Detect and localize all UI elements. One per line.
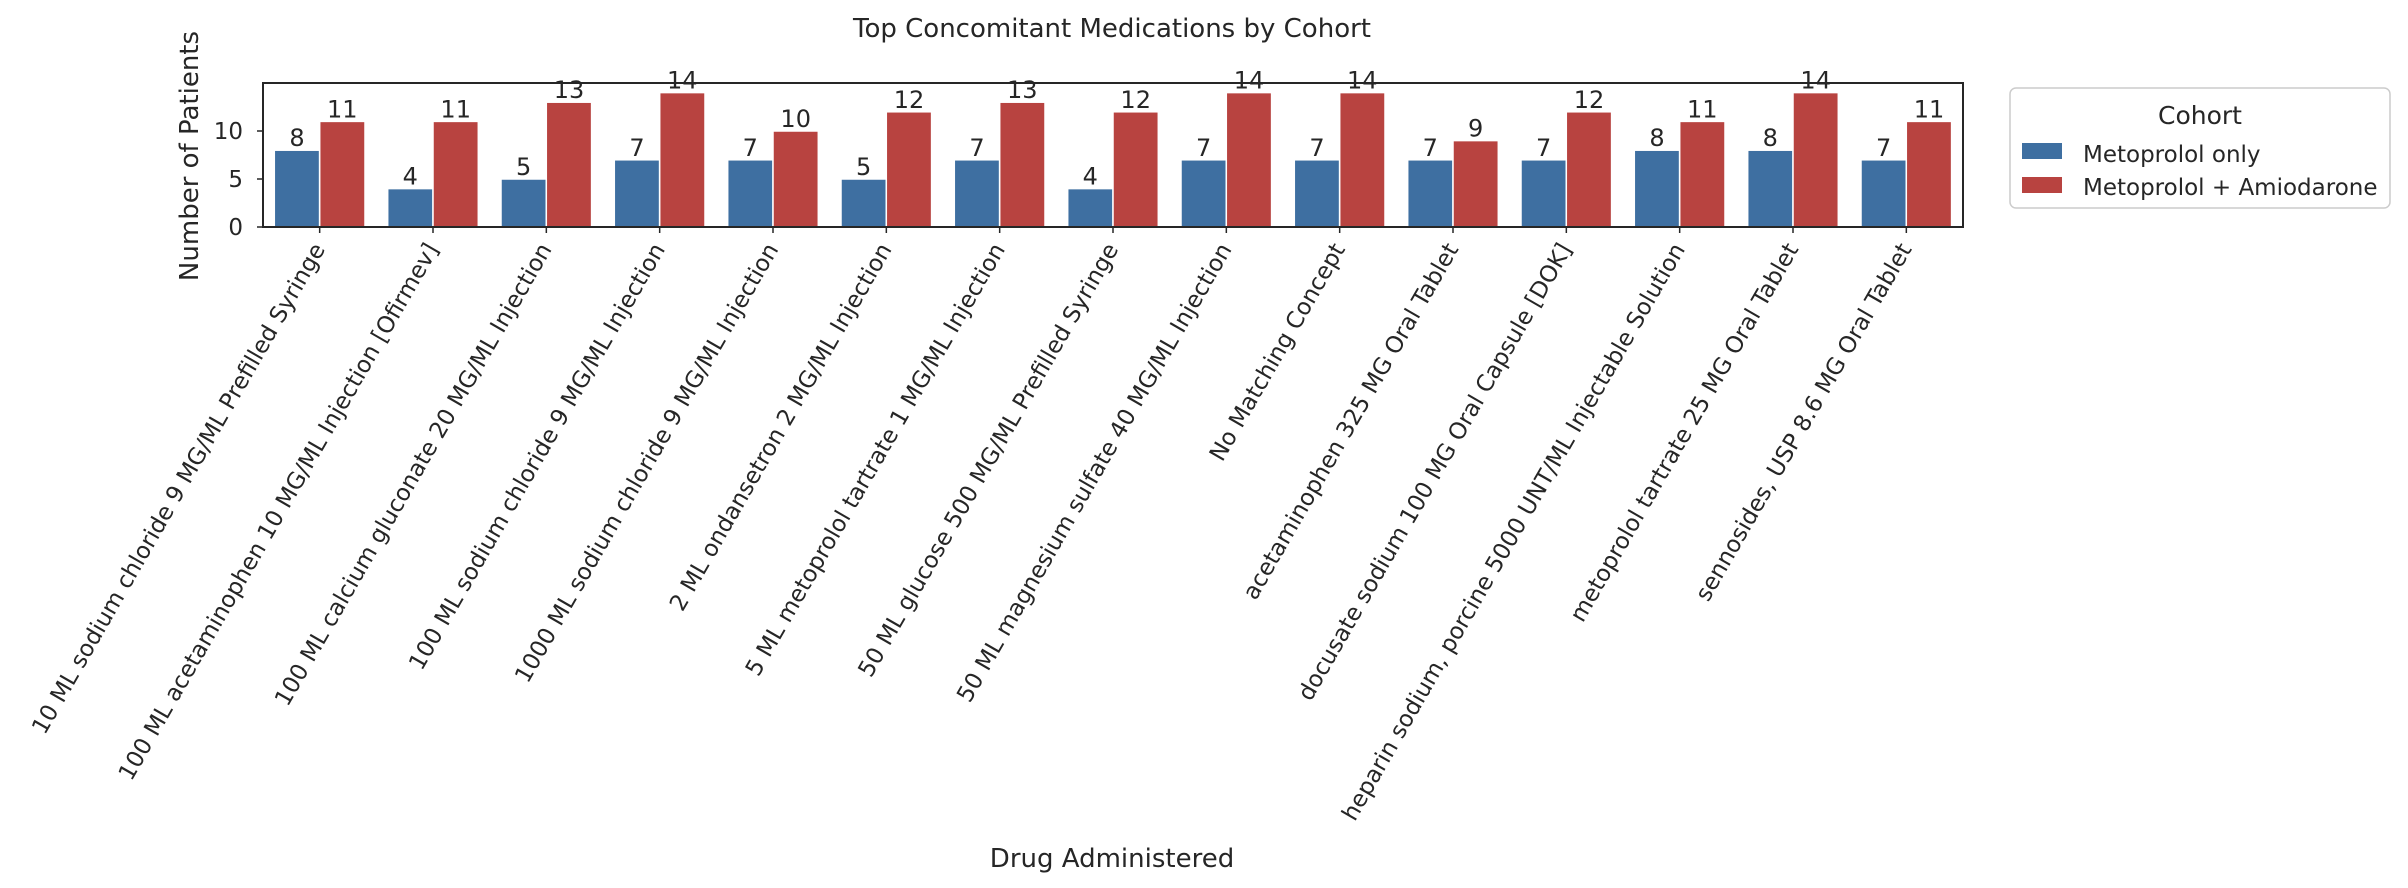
bar: [613, 159, 661, 228]
bar-label: 14: [1347, 67, 1378, 95]
bar-label: 11: [327, 95, 358, 123]
legend: Cohort Metoprolol only Metoprolol + Amio…: [2009, 87, 2391, 209]
bar-label: 12: [894, 86, 925, 114]
x-tick-label: No Matching Concept: [1205, 239, 1351, 466]
bar: [658, 91, 706, 228]
bar-label: 11: [1687, 95, 1718, 123]
bar: [726, 159, 774, 228]
bar: [1225, 91, 1273, 228]
bar: [1792, 91, 1840, 228]
bar-label: 7: [743, 134, 758, 162]
bar-label: 12: [1574, 86, 1605, 114]
x-tick-label: 1000 ML sodium chloride 9 MG/ML Injectio…: [510, 239, 784, 687]
bar-label: 13: [554, 76, 585, 104]
bar-label: 7: [629, 134, 644, 162]
bar: [500, 178, 548, 228]
bar-label: 14: [1234, 67, 1265, 95]
legend-swatch-0: [2022, 143, 2062, 159]
x-tick-label: 100 ML sodium chloride 9 MG/ML Injection: [404, 239, 671, 675]
x-tick-label: 2 ML ondansetron 2 MG/ML Injection: [665, 239, 897, 616]
bar: [953, 159, 1001, 228]
y-tick-label: 0: [228, 215, 243, 241]
bar-label: 4: [403, 163, 418, 191]
bar: [1293, 159, 1341, 228]
bar: [1112, 111, 1160, 228]
bar-label: 8: [289, 124, 304, 152]
bar: [386, 187, 434, 228]
legend-swatch-1: [2022, 177, 2062, 193]
x-tick-label: 5 ML metoprolol tartrate 1 MG/ML Injecti…: [741, 239, 1011, 681]
bar-label: 13: [1007, 76, 1038, 104]
bar-label: 7: [1536, 134, 1551, 162]
bar: [840, 178, 888, 228]
bar: [1520, 159, 1568, 228]
bar: [545, 101, 593, 228]
x-tick-label: 50 ML glucose 500 MG/ML Prefilled Syring…: [854, 239, 1125, 682]
bar: [1338, 91, 1386, 228]
bar-label: 4: [1083, 163, 1098, 191]
bar-label: 5: [856, 153, 871, 181]
bar: [998, 101, 1046, 228]
bar: [1452, 139, 1500, 228]
bar-label: 7: [1423, 134, 1438, 162]
bar-label: 8: [1763, 124, 1778, 152]
y-tick-label: 10: [214, 119, 243, 145]
bar: [1860, 159, 1908, 228]
legend-title: Cohort: [2158, 101, 2242, 130]
plot-frame: [262, 82, 1964, 228]
x-tick-label: sennosides, USP 8.6 MG Oral Tablet: [1691, 239, 1918, 606]
bar-label: 5: [516, 153, 531, 181]
y-axis-label: Number of Patients: [175, 31, 205, 281]
bar-label: 8: [1649, 124, 1664, 152]
bar: [772, 130, 820, 228]
bar-label: 9: [1468, 115, 1483, 143]
x-tick-label: metoprolol tartrate 25 MG Oral Tablet: [1565, 239, 1804, 627]
bar: [1746, 149, 1794, 228]
bar-label: 7: [969, 134, 984, 162]
bar: [885, 111, 933, 228]
bar-label: 7: [1196, 134, 1211, 162]
bar: [1905, 120, 1953, 228]
bar: [1066, 187, 1114, 228]
bar: [1633, 149, 1681, 228]
x-axis-label: Drug Administered: [990, 844, 1234, 874]
bar: [1180, 159, 1228, 228]
bar: [1678, 120, 1726, 228]
bar-label: 11: [1914, 95, 1945, 123]
bar: [432, 120, 480, 228]
bar: [273, 149, 321, 228]
legend-label-0: Metoprolol only: [2083, 142, 2261, 168]
y-tick-label: 5: [228, 167, 243, 193]
bar-label: 10: [780, 105, 811, 133]
bar-label: 7: [1876, 134, 1891, 162]
chart-title: Top Concomitant Medications by Cohort: [852, 14, 1371, 44]
bar: [1565, 111, 1613, 228]
bar-label: 12: [1120, 86, 1151, 114]
bar-label: 14: [1800, 67, 1831, 95]
legend-label-1: Metoprolol + Amiodarone: [2083, 175, 2378, 201]
bar-label: 7: [1309, 134, 1324, 162]
bar: [1406, 159, 1454, 228]
bar: [318, 120, 366, 228]
bar-label: 14: [667, 67, 698, 95]
bar-label: 11: [440, 95, 471, 123]
x-tick-label: acetaminophen 325 MG Oral Tablet: [1238, 239, 1464, 604]
legend-frame: [2009, 87, 2391, 209]
